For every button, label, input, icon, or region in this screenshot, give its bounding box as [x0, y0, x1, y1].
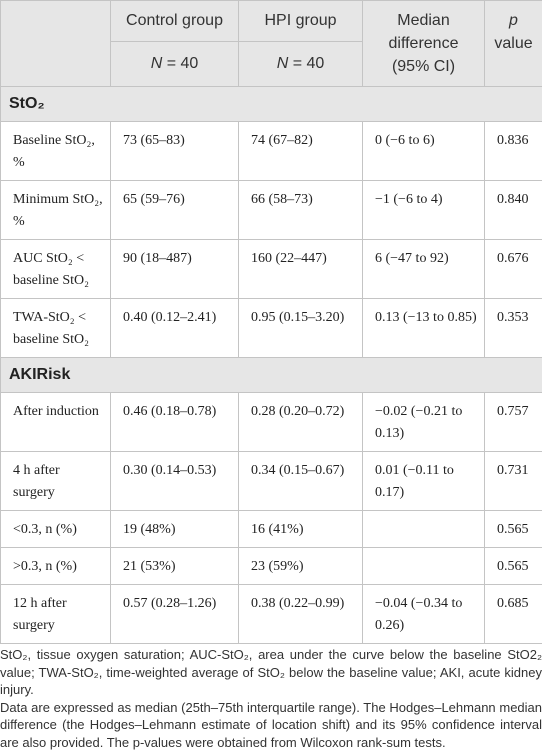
section-row: AKIRisk	[1, 358, 542, 393]
data-cell: 0.01 (−0.11 to 0.17)	[363, 452, 485, 511]
row-label: After induction	[1, 393, 111, 452]
table-header: Control group HPI group Median differenc…	[1, 1, 542, 87]
data-row: Baseline StO₂, %73 (65–83)74 (67–82)0 (−…	[1, 122, 542, 181]
data-cell: 0 (−6 to 6)	[363, 122, 485, 181]
data-cell: 90 (18–487)	[111, 240, 239, 299]
data-cell: 0.46 (0.18–0.78)	[111, 393, 239, 452]
data-cell: 0.757	[485, 393, 542, 452]
data-row: Minimum StO₂, %65 (59–76)66 (58–73)−1 (−…	[1, 181, 542, 240]
section-title: StO₂	[1, 87, 542, 122]
row-label: <0.3, n (%)	[1, 511, 111, 548]
data-row: >0.3, n (%)21 (53%)23 (59%) 0.565	[1, 548, 542, 585]
footnote: Data are expressed as median (25th–75th …	[0, 699, 542, 751]
data-cell: 0.40 (0.12–2.41)	[111, 299, 239, 358]
row-label: TWA-StO₂ < baseline StO₂	[1, 299, 111, 358]
header-cell: HPI group	[239, 1, 363, 42]
data-cell: 65 (59–76)	[111, 181, 239, 240]
data-cell: 0.30 (0.14–0.53)	[111, 452, 239, 511]
section-title: AKIRisk	[1, 358, 542, 393]
footnotes: StO₂, tissue oxygen saturation; AUC-StO₂…	[0, 646, 542, 751]
data-cell: 23 (59%)	[239, 548, 363, 585]
row-label: 12 h after surgery	[1, 585, 111, 644]
data-cell: −0.04 (−0.34 to 0.26)	[363, 585, 485, 644]
data-cell: 0.95 (0.15–3.20)	[239, 299, 363, 358]
header-cell: p value	[485, 1, 542, 87]
data-cell: 0.38 (0.22–0.99)	[239, 585, 363, 644]
data-cell: 21 (53%)	[111, 548, 239, 585]
page-body: {"table": { "header": {"control": "Contr…	[0, 0, 542, 724]
header-cell: Control group	[111, 1, 239, 42]
data-cell: 19 (48%)	[111, 511, 239, 548]
footnote: StO₂, tissue oxygen saturation; AUC-StO₂…	[0, 646, 542, 699]
data-cell: 0.676	[485, 240, 542, 299]
row-label: 4 h after surgery	[1, 452, 111, 511]
data-cell: −0.02 (−0.21 to 0.13)	[363, 393, 485, 452]
data-cell: 0.34 (0.15–0.67)	[239, 452, 363, 511]
header-cell: N = 40	[111, 41, 239, 86]
page: body { margin: 0; width: 542px; height: …	[0, 0, 542, 724]
data-cell: 0.836	[485, 122, 542, 181]
row-label: >0.3, n (%)	[1, 548, 111, 585]
data-cell: 16 (41%)	[239, 511, 363, 548]
data-cell: −1 (−6 to 4)	[363, 181, 485, 240]
data-cell: 0.13 (−13 to 0.85)	[363, 299, 485, 358]
data-cell: 6 (−47 to 92)	[363, 240, 485, 299]
data-cell: 160 (22–447)	[239, 240, 363, 299]
data-cell: 0.57 (0.28–1.26)	[111, 585, 239, 644]
header-cell: N = 40	[239, 41, 363, 86]
data-cell: 66 (58–73)	[239, 181, 363, 240]
header-cell: Median difference (95% CI)	[363, 1, 485, 87]
row-label: AUC StO₂ < baseline StO₂	[1, 240, 111, 299]
data-table: Control group HPI group Median differenc…	[0, 0, 542, 644]
data-cell: 74 (67–82)	[239, 122, 363, 181]
data-cell: 0.565	[485, 511, 542, 548]
data-cell: 0.840	[485, 181, 542, 240]
header-blank	[1, 1, 111, 87]
data-cell: 0.731	[485, 452, 542, 511]
data-row: <0.3, n (%)19 (48%)16 (41%) 0.565	[1, 511, 542, 548]
data-cell	[363, 511, 485, 548]
data-cell: 0.565	[485, 548, 542, 585]
data-cell: 0.685	[485, 585, 542, 644]
data-cell: 0.353	[485, 299, 542, 358]
data-cell	[363, 548, 485, 585]
row-label: Baseline StO₂, %	[1, 122, 111, 181]
header-row: Control group HPI group Median differenc…	[1, 1, 542, 42]
data-cell: 0.28 (0.20–0.72)	[239, 393, 363, 452]
data-cell: 73 (65–83)	[111, 122, 239, 181]
row-label: Minimum StO₂, %	[1, 181, 111, 240]
section-row: StO₂	[1, 87, 542, 122]
